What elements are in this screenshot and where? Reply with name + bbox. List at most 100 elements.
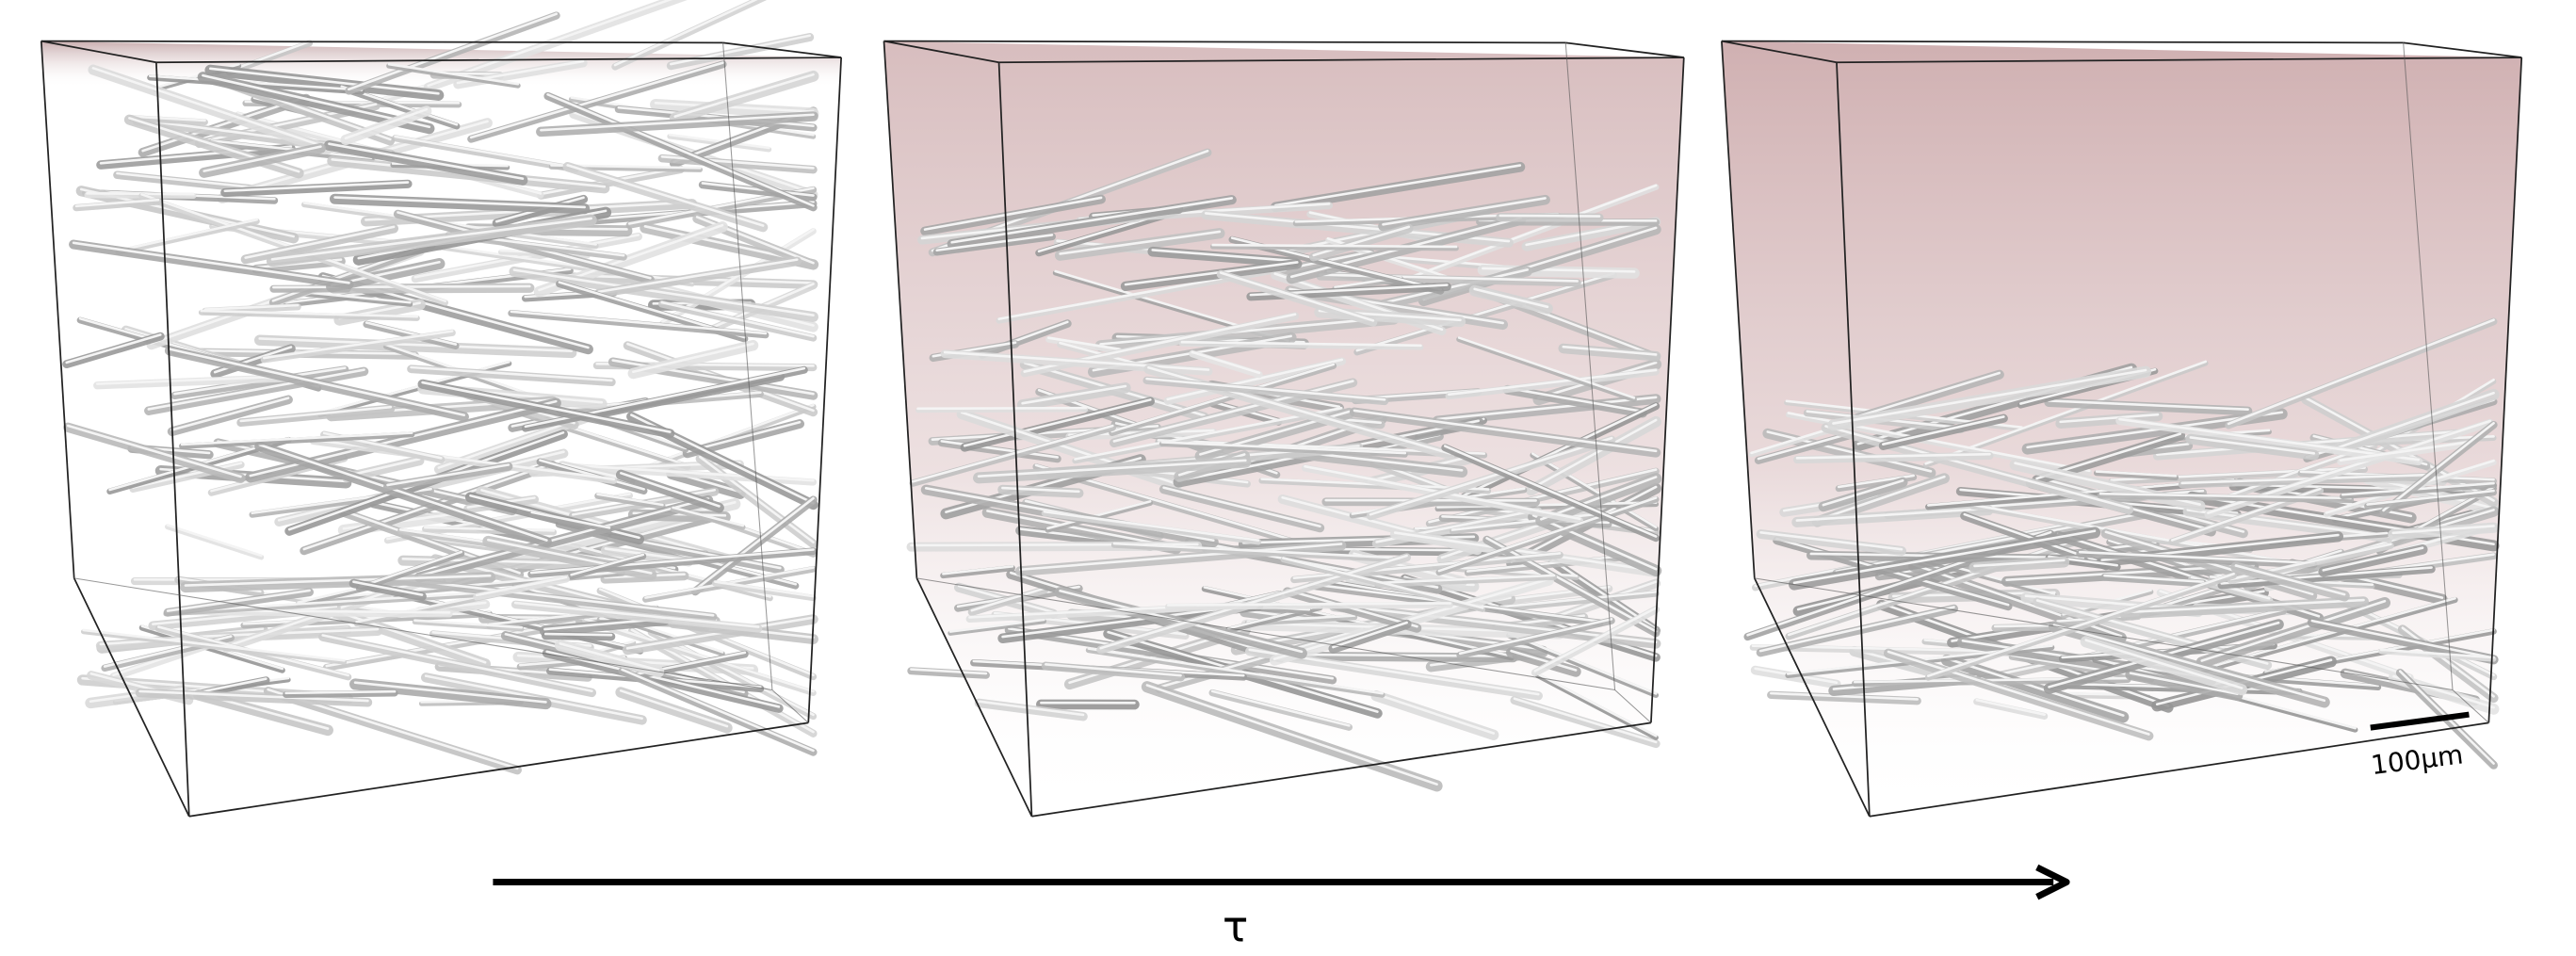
fiber <box>1756 529 1907 556</box>
fiber <box>1482 535 1661 638</box>
box-edge <box>40 41 75 578</box>
fiber <box>220 179 413 198</box>
fiber-highlight <box>475 575 568 597</box>
fiber <box>948 619 1046 636</box>
fiber <box>1270 161 1526 213</box>
fiber <box>1280 557 1486 612</box>
fiber <box>650 99 819 120</box>
fiber <box>1216 269 1378 327</box>
fiber <box>115 218 260 255</box>
fiber <box>1498 590 1660 612</box>
fiber <box>1496 213 1604 222</box>
fiber <box>997 484 1084 498</box>
fiber-highlight <box>1074 406 1343 461</box>
fiber <box>349 678 552 710</box>
fiber-highlight <box>597 258 799 294</box>
fiber-highlight <box>604 547 690 562</box>
fiber-highlight <box>1210 689 1351 727</box>
fiber-highlight <box>332 284 531 289</box>
fiber <box>2287 559 2448 606</box>
fiber-highlight <box>2379 648 2495 659</box>
box-edge-hidden <box>2452 689 2489 723</box>
fiber <box>179 431 415 449</box>
fiber-highlight <box>1110 363 1336 433</box>
fiber <box>388 575 718 622</box>
fiber <box>940 349 1213 376</box>
fiber <box>383 462 513 492</box>
box-edge-hidden <box>1564 42 1616 690</box>
box-edge <box>155 57 842 64</box>
fiber-highlight <box>1124 261 1299 286</box>
box-edge <box>883 41 918 578</box>
fiber-highlight <box>1353 409 1658 453</box>
fiber-highlight <box>942 565 1014 575</box>
fiber-highlight <box>668 133 770 150</box>
fiber <box>973 456 1252 484</box>
fiber <box>135 688 373 707</box>
fiber <box>1460 402 1661 501</box>
fiber <box>1767 690 1921 705</box>
fiber-highlight <box>203 145 322 172</box>
fiber-highlight <box>244 225 396 259</box>
fiber-highlight <box>227 40 311 73</box>
fiber <box>1940 654 2130 723</box>
fiber-highlight <box>970 587 1046 612</box>
fiber-highlight <box>1531 452 1658 528</box>
fiber <box>345 11 560 95</box>
fiber-highlight <box>1758 606 1955 653</box>
fiber <box>1054 228 1225 261</box>
fiber <box>1016 382 1131 411</box>
fiber-highlight <box>348 12 558 91</box>
fiber <box>62 332 165 369</box>
fiber <box>1378 266 1532 310</box>
fiber <box>340 105 432 146</box>
fiber-highlight <box>117 218 259 252</box>
fiber-highlight <box>1167 602 1451 607</box>
fiber <box>508 309 770 339</box>
fiber <box>318 632 597 698</box>
fiber <box>1269 575 1554 666</box>
fiber <box>1163 357 1346 405</box>
fiber <box>88 64 333 155</box>
fiber <box>253 334 577 359</box>
fiber <box>199 142 326 178</box>
fiber-highlight <box>2052 624 2326 703</box>
fiber <box>1792 451 1994 464</box>
volume-box <box>883 40 1685 818</box>
fiber-highlight <box>147 368 365 411</box>
fiber-highlight <box>1043 510 1260 542</box>
fiber <box>539 614 671 637</box>
fiber-highlight <box>1466 554 1628 573</box>
fiber <box>594 493 666 510</box>
volume-box <box>40 0 843 818</box>
fiber-highlight <box>1457 336 1636 399</box>
scale-bar-label: 100μm <box>2369 738 2464 781</box>
arrow-head <box>2035 864 2070 900</box>
box-edge <box>998 57 1684 64</box>
fiber <box>1528 510 1662 577</box>
fiber-highlight <box>1816 475 1946 522</box>
fiber-highlight <box>148 74 364 91</box>
fiber-highlight <box>1507 632 1658 695</box>
fiber <box>1316 272 1581 287</box>
fiber-highlight <box>387 62 520 86</box>
fiber <box>1558 343 1661 362</box>
fiber <box>96 143 296 170</box>
fiber <box>2230 561 2350 602</box>
fiber-highlight <box>239 405 393 423</box>
fiber-highlight <box>1191 350 1261 375</box>
fiber-highlight <box>1436 501 1658 509</box>
fiber-highlight <box>1945 656 2125 717</box>
fiber-highlight <box>963 398 1152 447</box>
fiber <box>1827 365 2152 431</box>
fiber <box>568 553 647 580</box>
fiber-highlight <box>223 181 410 193</box>
fiber-highlight <box>1926 572 2235 677</box>
fiber <box>1390 529 1661 577</box>
fiber <box>93 374 290 390</box>
box-edge-hidden <box>722 42 773 690</box>
fiber <box>1425 467 1660 527</box>
fiber <box>363 320 460 349</box>
fiber-highlight <box>2180 473 2431 485</box>
fiber-highlight <box>672 506 745 527</box>
